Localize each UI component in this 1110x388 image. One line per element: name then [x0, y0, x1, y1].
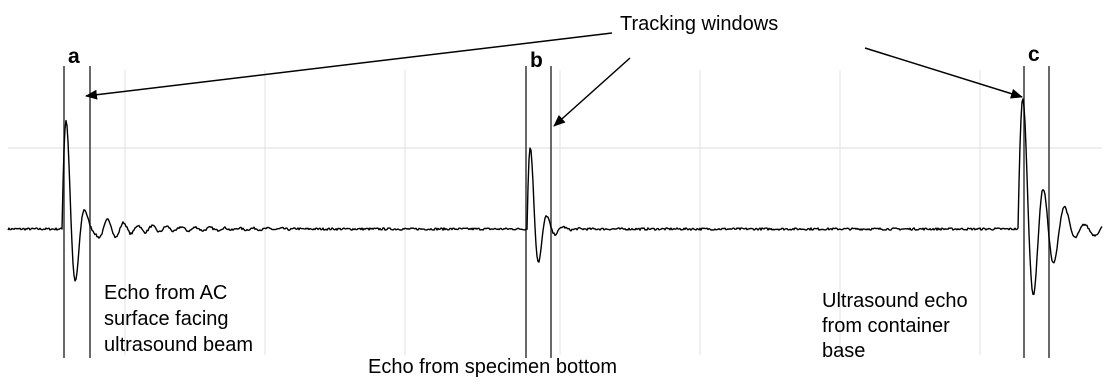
echo-c-line-2: from container: [822, 315, 950, 337]
gridlines: [8, 70, 1102, 355]
tracking-window-lines: [63, 66, 1050, 358]
echo-a-line-3: ultrasound beam: [104, 334, 253, 356]
echo-waveform: [7, 98, 1103, 296]
marker-b: b: [530, 49, 543, 72]
echo-a-line-1: Echo from AC: [104, 282, 227, 304]
arrow-to-window-c: [864, 47, 1023, 99]
echo-c-annotation: Ultrasound echo from container base: [822, 290, 973, 362]
echo-a-annotation: Echo from AC surface facing ultrasound b…: [104, 282, 253, 356]
tracking-window-arrows: [85, 32, 1023, 127]
tracking-windows-label: Tracking windows: [620, 13, 778, 35]
arrow-to-window-b: [553, 57, 631, 127]
echo-c-line-3: base: [822, 340, 865, 362]
echo-b-annotation: Echo from specimen bottom: [368, 356, 617, 378]
echo-c-line-1: Ultrasound echo: [822, 290, 968, 312]
marker-c: c: [1028, 43, 1040, 66]
arrow-to-window-a: [85, 32, 613, 100]
marker-a: a: [68, 45, 80, 68]
echo-a-line-2: surface facing: [104, 308, 229, 330]
